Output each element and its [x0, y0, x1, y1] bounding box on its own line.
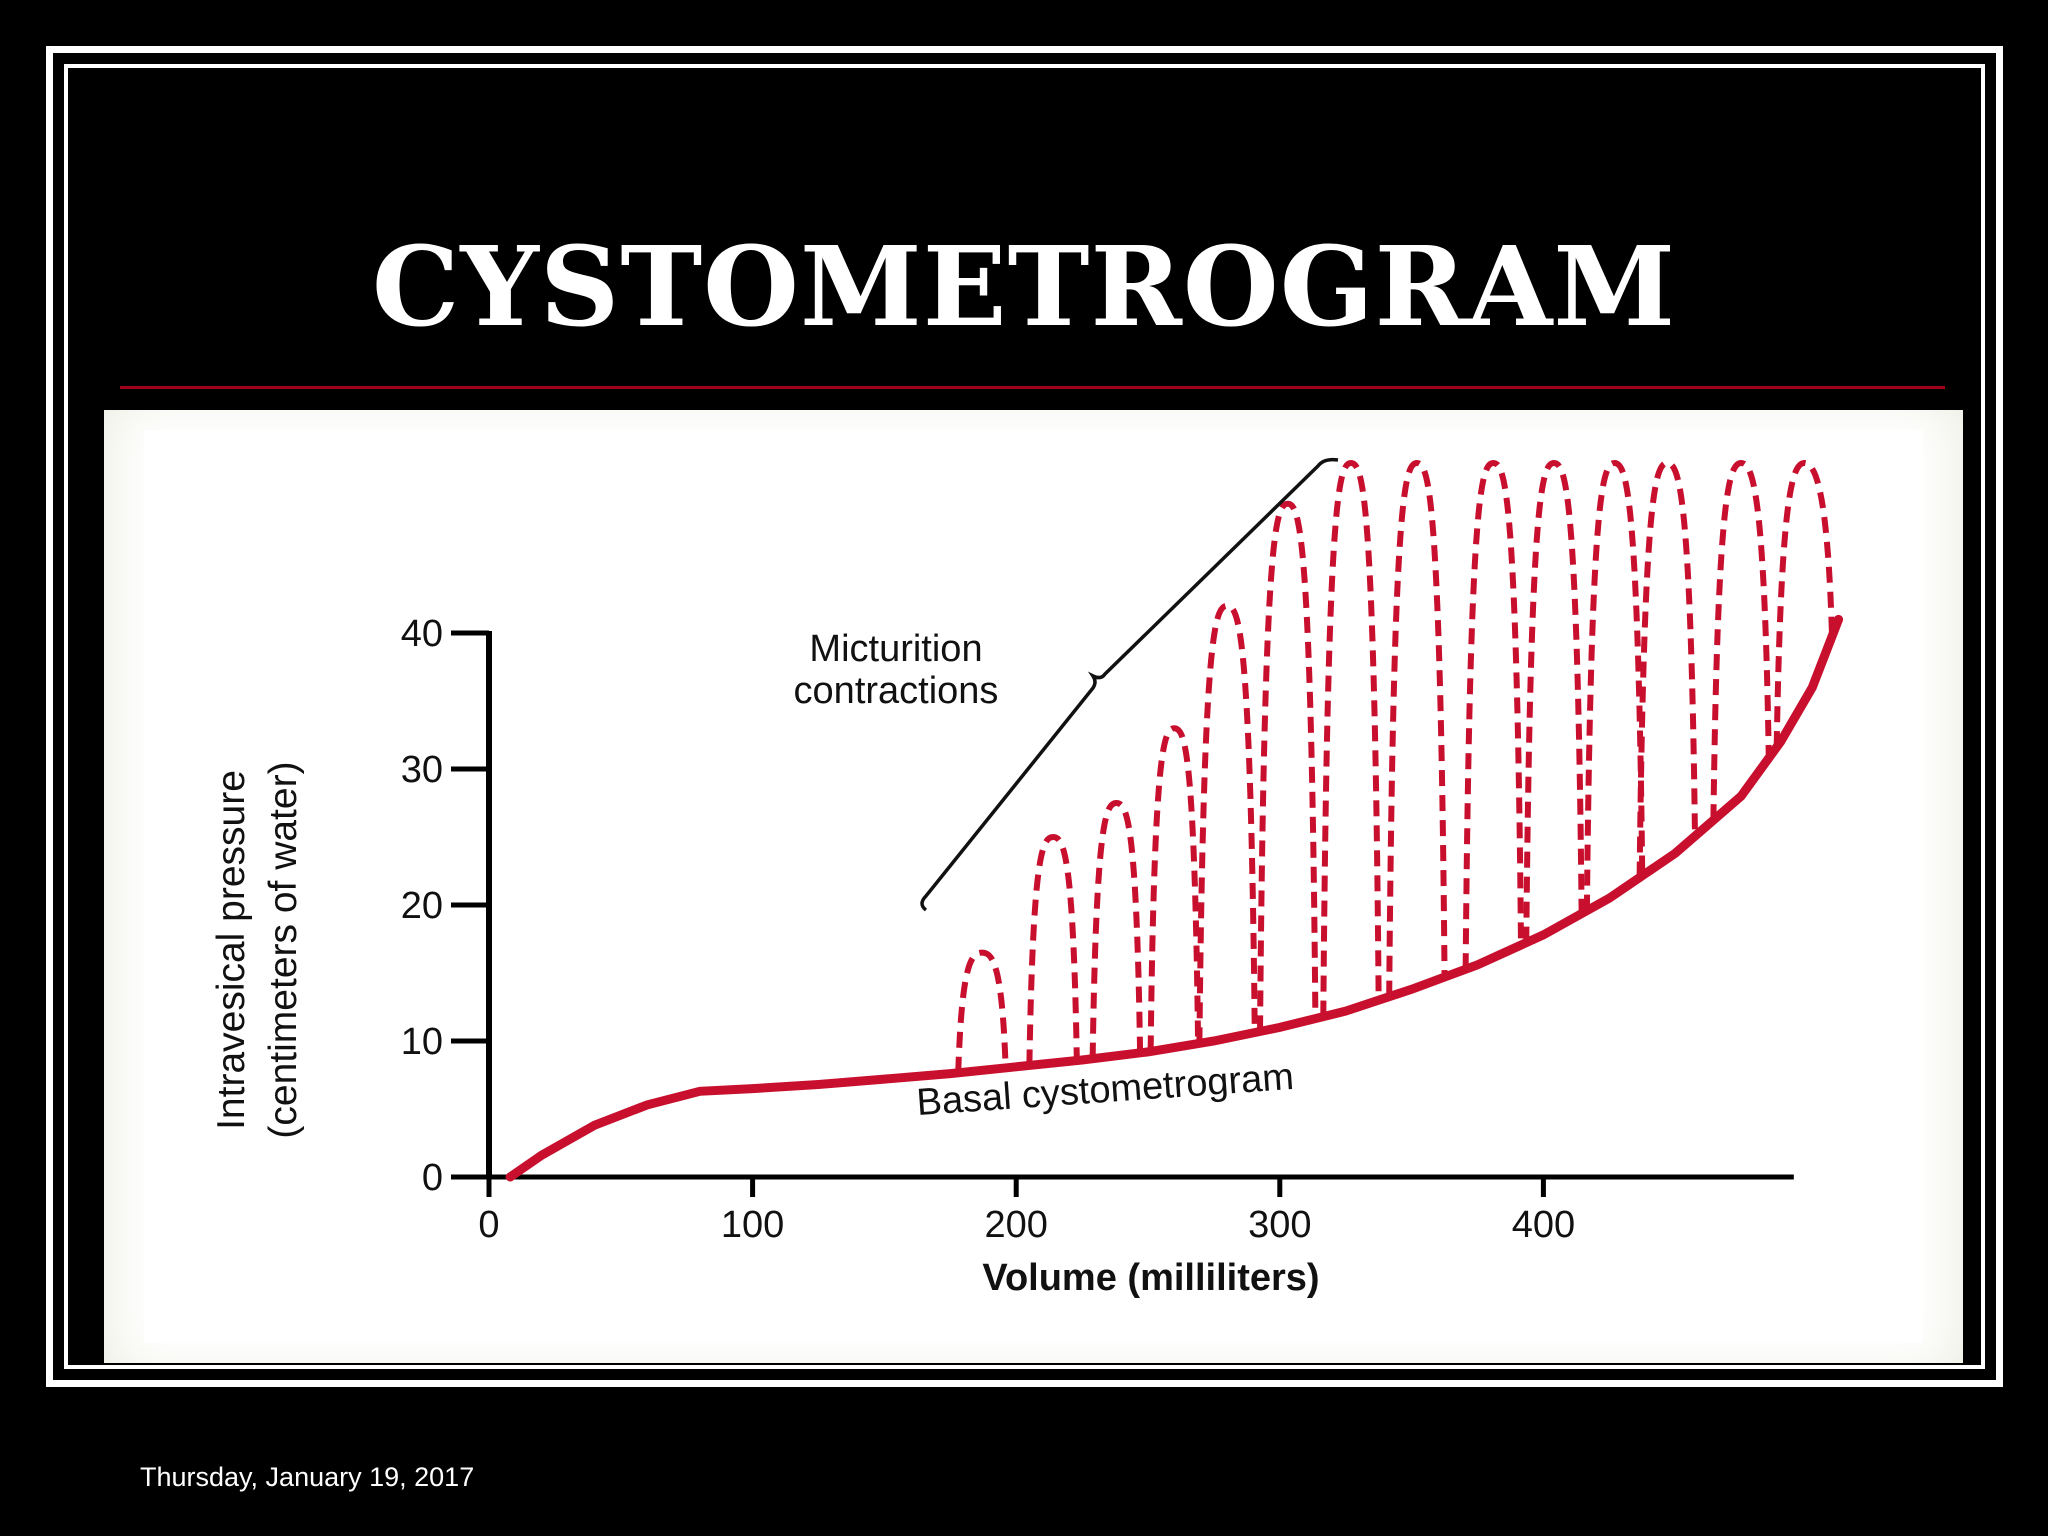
basal-label: Basal cystometrogram — [915, 1056, 1295, 1124]
contraction-spike — [1462, 459, 1524, 970]
y-tick-label: 30 — [401, 749, 443, 791]
footer-date: Thursday, January 19, 2017 — [140, 1462, 475, 1492]
contractions-bracket — [920, 457, 1339, 912]
contractions-label-line: contractions — [794, 670, 999, 712]
contraction-spike — [1320, 459, 1382, 1017]
contraction-spike — [1636, 459, 1698, 878]
x-tick-label: 100 — [721, 1204, 784, 1246]
contraction-spike — [1089, 799, 1144, 1059]
contraction-spike — [1257, 500, 1319, 1032]
contraction-spike — [1196, 602, 1258, 1044]
contraction-spike — [1523, 459, 1585, 943]
x-tick-label: 0 — [478, 1204, 499, 1246]
x-axis-title: Volume (milliliters) — [982, 1257, 1319, 1299]
slide-title: CYSTOMETROGRAM — [371, 222, 1677, 351]
y-axis-title-line: (centimeters of water) — [262, 761, 305, 1138]
y-tick-label: 0 — [422, 1157, 443, 1199]
y-tick-label: 40 — [401, 613, 443, 655]
label-layer: Volume (milliliters) Intravesical pressur… — [210, 457, 1339, 1299]
series-layer — [505, 459, 1844, 1182]
title-divider — [120, 386, 1945, 389]
contraction-spike — [1710, 459, 1772, 821]
contraction-spike — [1026, 833, 1080, 1066]
chart-panel: 0 10 20 30 40 0 100 200 300 400 Volume (millilite… — [104, 410, 1963, 1363]
contraction-spike — [955, 949, 1009, 1073]
basal-curve — [505, 614, 1844, 1182]
x-tick-label: 400 — [1512, 1204, 1575, 1246]
contraction-spike — [1773, 459, 1836, 748]
y-tick-label: 20 — [401, 885, 443, 927]
x-tick-label: 300 — [1248, 1204, 1311, 1246]
y-tick-label: 10 — [401, 1021, 443, 1063]
slide-frame-inner — [64, 64, 1985, 1369]
contraction-spike — [1386, 459, 1448, 997]
contractions-label-line: Micturition — [809, 628, 982, 670]
contraction-spike — [1147, 725, 1202, 1052]
contraction-spike — [1583, 459, 1646, 911]
slide-frame-outer — [46, 46, 2003, 1387]
y-axis-title-line: Intravesical pressure — [210, 770, 253, 1130]
x-tick-label: 200 — [984, 1204, 1047, 1246]
